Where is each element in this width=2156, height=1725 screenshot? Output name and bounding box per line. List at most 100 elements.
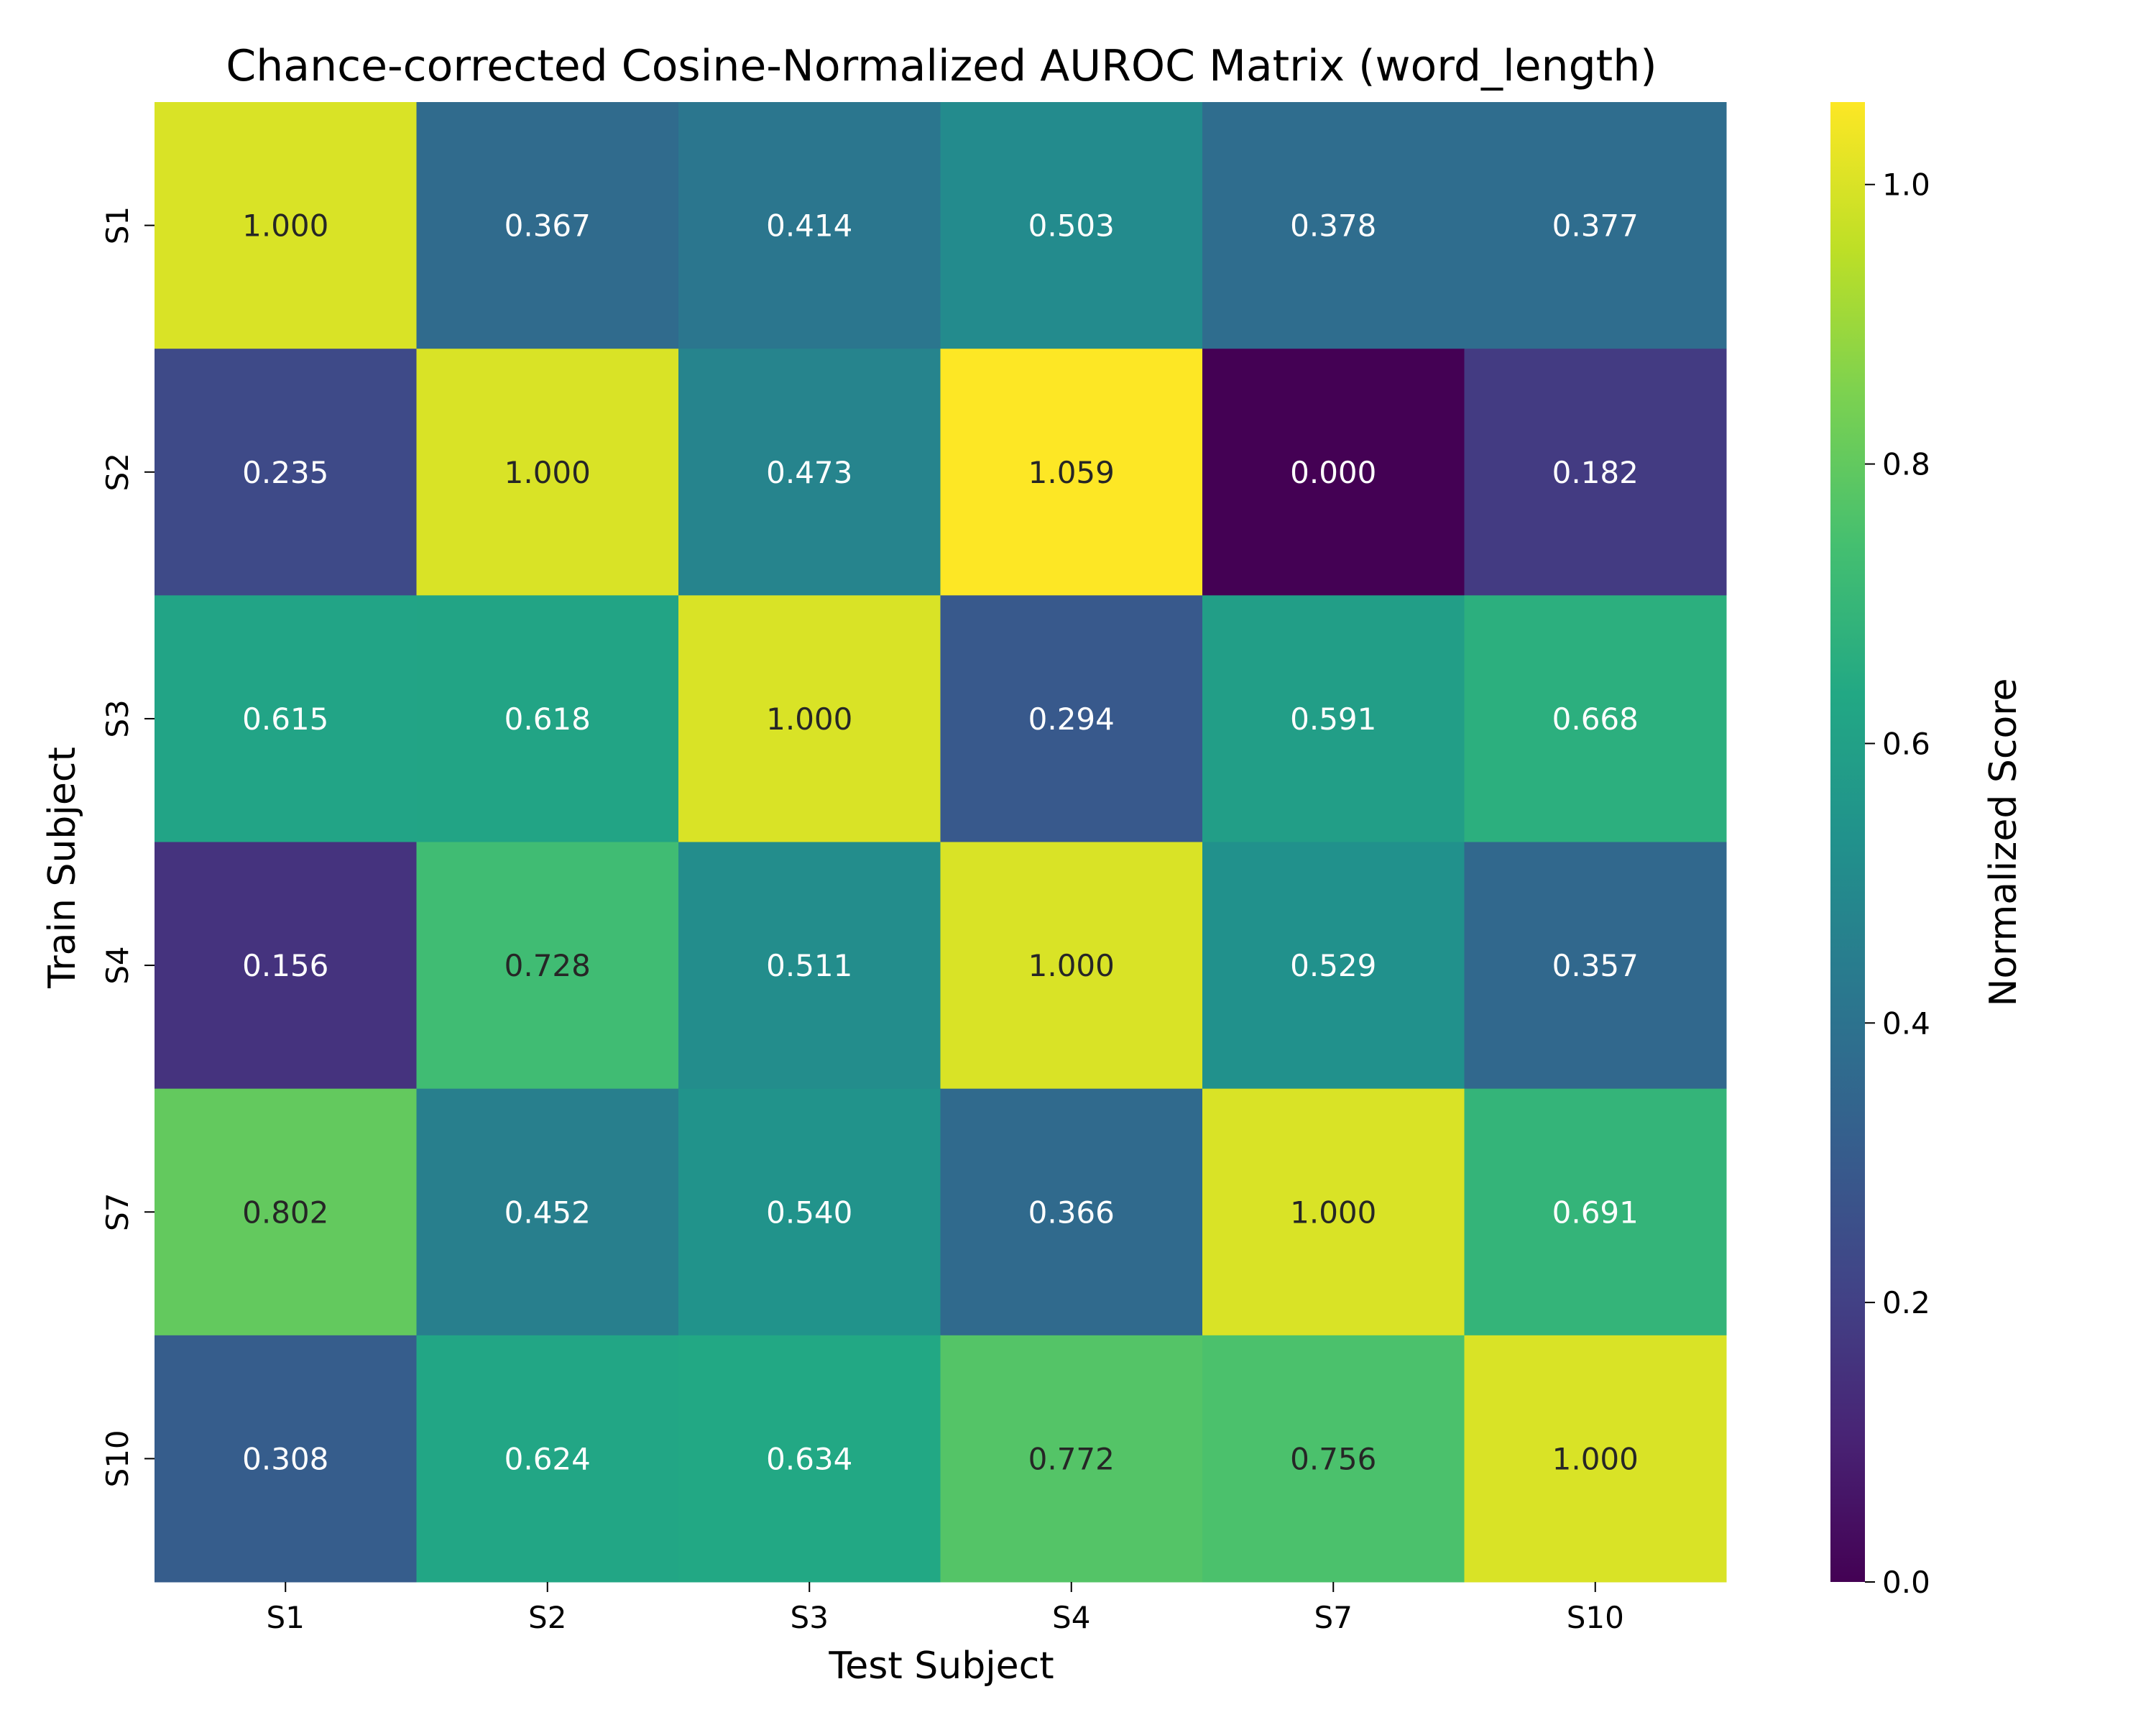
y-axis-ticks: S1 S2 S3 S4 S7 S10 [100, 206, 155, 1487]
y-tick-label: S2 [100, 453, 135, 491]
heatmap-cell-S10-S3 [678, 1335, 941, 1583]
heatmap-cell-S10-S7 [1202, 1335, 1465, 1583]
heatmap-cell-S10-S1 [155, 1335, 417, 1583]
heatmap-cell-S2-S7 [1202, 349, 1465, 596]
heatmap-cell-S2-S2 [416, 349, 679, 596]
heatmap-cell-S1-S7 [1202, 102, 1465, 349]
cell-value-label: 0.634 [766, 1441, 852, 1476]
colorbar-tick-label: 0.0 [1882, 1565, 1930, 1600]
heatmap-cell-S1-S3 [678, 102, 941, 349]
cell-value-label: 0.473 [766, 455, 852, 490]
cell-value-label: 0.615 [242, 702, 328, 737]
x-tick-label: S4 [1052, 1600, 1090, 1635]
x-tick-label: S7 [1314, 1600, 1353, 1635]
heatmap-cell-S2-S3 [678, 349, 941, 596]
cell-value-label: 0.452 [505, 1195, 591, 1230]
heatmap-cell-S3-S7 [1202, 595, 1465, 842]
heatmap-cell-S3-S1 [155, 595, 417, 842]
cell-value-label: 0.378 [1290, 208, 1376, 244]
y-tick-label: S10 [100, 1430, 135, 1487]
cell-value-label: 0.668 [1552, 702, 1639, 737]
heatmap-cell-S3-S10 [1464, 595, 1727, 842]
cell-value-label: 0.235 [242, 455, 328, 490]
x-axis-label: Test Subject [828, 1644, 1054, 1688]
cell-value-label: 1.000 [766, 702, 852, 737]
colorbar-label: Normalized Score [1982, 678, 2025, 1006]
x-axis-ticks: S1 S2 S3 S4 S7 S10 [267, 1582, 1624, 1635]
cell-value-label: 0.366 [1028, 1195, 1115, 1230]
cell-value-label: 0.772 [1028, 1441, 1115, 1476]
chart-title: Chance-corrected Cosine-Normalized AUROC… [226, 41, 1657, 91]
heatmap-cell-S4-S2 [416, 842, 679, 1090]
cell-value-label: 0.591 [1290, 702, 1376, 737]
colorbar-tick-label: 1.0 [1882, 167, 1930, 203]
heatmap-cell-S1-S4 [940, 102, 1203, 349]
y-tick-label: S4 [100, 946, 135, 984]
heatmap-cell-S10-S10 [1464, 1335, 1727, 1583]
cell-value-label: 0.618 [505, 702, 591, 737]
heatmap-cell-S4-S1 [155, 842, 417, 1090]
heatmap-cells: 1.000 0.367 0.414 0.503 0.378 0.377 0.235 1.000… [155, 102, 1727, 1583]
cell-value-label: 0.377 [1552, 208, 1639, 244]
y-tick-label: S7 [100, 1193, 135, 1231]
heatmap-cell-S7-S2 [416, 1088, 679, 1336]
cell-value-label: 0.802 [242, 1195, 328, 1230]
cell-value-label: 0.357 [1552, 948, 1639, 983]
y-tick-label: S1 [100, 206, 135, 244]
colorbar-tick-label: 0.4 [1882, 1006, 1930, 1041]
cell-value-label: 0.000 [1290, 455, 1376, 490]
heatmap-cell-S1-S10 [1464, 102, 1727, 349]
cell-value-label: 1.000 [242, 208, 328, 244]
heatmap-cell-S4-S4 [940, 842, 1203, 1090]
heatmap-cell-S1-S1 [155, 102, 417, 349]
cell-value-label: 0.756 [1290, 1441, 1376, 1476]
heatmap-cell-S3-S4 [940, 595, 1203, 842]
heatmap-cell-S10-S4 [940, 1335, 1203, 1583]
cell-value-label: 0.624 [505, 1441, 591, 1476]
heatmap-cell-S10-S2 [416, 1335, 679, 1583]
heatmap-cell-S3-S3 [678, 595, 941, 842]
cell-value-label: 1.000 [1552, 1441, 1639, 1476]
heatmap-cell-S7-S4 [940, 1088, 1203, 1336]
cell-value-label: 0.511 [766, 948, 852, 983]
heatmap-cell-S4-S10 [1464, 842, 1727, 1090]
heatmap-cell-S7-S3 [678, 1088, 941, 1336]
cell-value-label: 0.182 [1552, 455, 1639, 490]
cell-value-label: 0.156 [242, 948, 328, 983]
cell-value-label: 1.000 [505, 455, 591, 490]
cell-value-label: 0.540 [766, 1195, 852, 1230]
heatmap-cell-S2-S10 [1464, 349, 1727, 596]
cell-value-label: 1.000 [1290, 1195, 1376, 1230]
cell-value-label: 0.691 [1552, 1195, 1639, 1230]
cell-value-label: 0.529 [1290, 948, 1376, 983]
cell-value-label: 0.728 [505, 948, 591, 983]
colorbar-tick-label: 0.6 [1882, 726, 1930, 761]
cell-value-label: 0.414 [766, 208, 852, 244]
x-tick-label: S10 [1567, 1600, 1624, 1635]
cell-value-label: 0.294 [1028, 702, 1115, 737]
heatmap-cell-S1-S2 [416, 102, 679, 349]
colorbar-tick-label: 0.8 [1882, 447, 1930, 482]
heatmap-cell-S3-S2 [416, 595, 679, 842]
y-axis-label: Train Subject [41, 747, 84, 989]
cell-value-label: 0.367 [505, 208, 591, 244]
cell-value-label: 1.000 [1028, 948, 1115, 983]
x-tick-label: S3 [791, 1600, 829, 1635]
cell-value-label: 1.059 [1028, 455, 1115, 490]
cell-value-label: 0.503 [1028, 208, 1115, 244]
heatmap-cell-S7-S10 [1464, 1088, 1727, 1336]
colorbar [1830, 102, 1865, 1582]
x-tick-label: S1 [267, 1600, 305, 1635]
heatmap-cell-S2-S4 [940, 349, 1203, 596]
heatmap-cell-S7-S7 [1202, 1088, 1465, 1336]
heatmap-cell-S4-S3 [678, 842, 941, 1090]
heatmap-cell-S2-S1 [155, 349, 417, 596]
cell-value-label: 0.308 [242, 1441, 328, 1476]
x-tick-label: S2 [528, 1600, 566, 1635]
colorbar-ticks: 0.0 0.2 0.4 0.6 0.8 1.0 [1865, 167, 1930, 1600]
y-tick-label: S3 [100, 699, 135, 737]
heatmap-cell-S4-S7 [1202, 842, 1465, 1090]
heatmap-cell-S7-S1 [155, 1088, 417, 1336]
colorbar-tick-label: 0.2 [1882, 1285, 1930, 1320]
